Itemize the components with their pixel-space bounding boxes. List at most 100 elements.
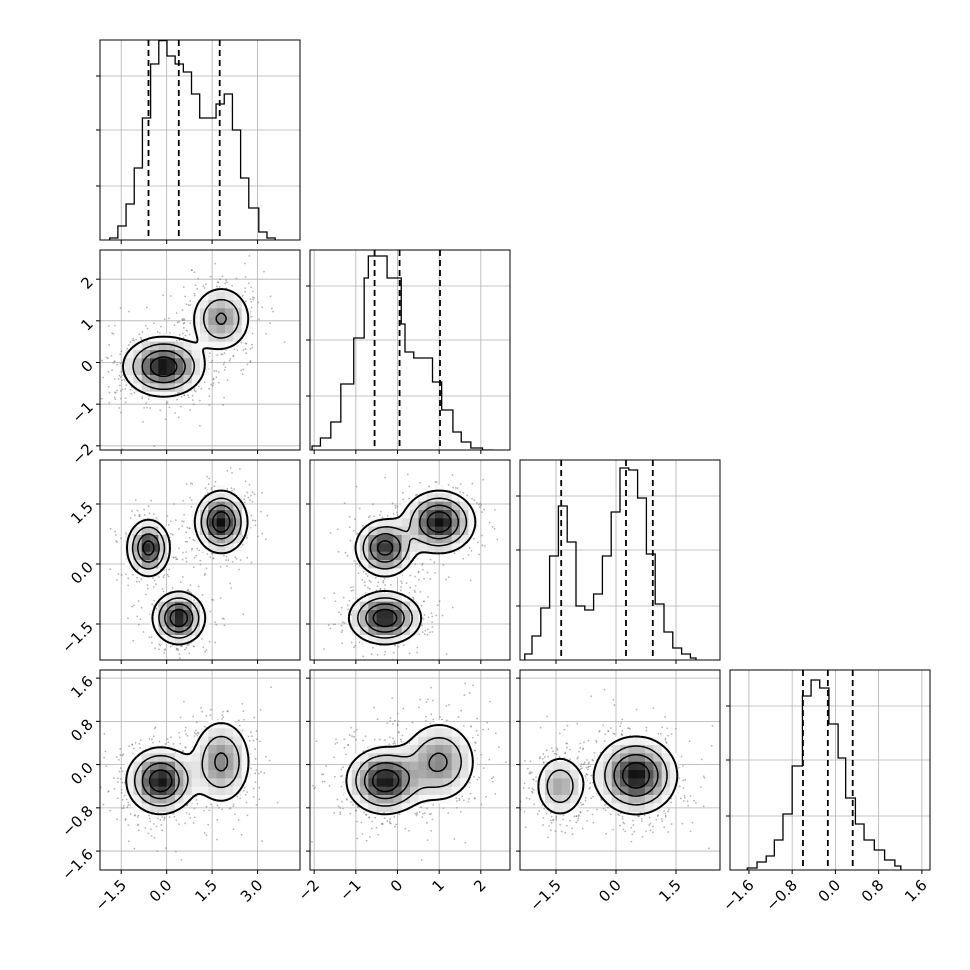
scatter-point xyxy=(468,798,470,800)
density-cell xyxy=(191,753,201,763)
scatter-point xyxy=(473,775,475,778)
scatter-point xyxy=(193,294,196,297)
scatter-point xyxy=(422,568,424,571)
scatter-point xyxy=(211,598,213,601)
scatter-point xyxy=(120,778,122,780)
scatter-point xyxy=(137,623,140,626)
scatter-point xyxy=(156,817,159,820)
scatter-point xyxy=(229,582,232,585)
density-cell xyxy=(385,610,394,619)
scatter-point xyxy=(193,271,196,274)
scatter-point xyxy=(228,807,231,810)
scatter-point xyxy=(400,580,402,583)
density-cell xyxy=(158,543,168,553)
scatter-point xyxy=(377,581,380,584)
scatter-point xyxy=(250,300,253,303)
density-cell xyxy=(191,308,201,318)
density-cell xyxy=(158,770,168,779)
density-cell xyxy=(133,795,143,804)
scatter-point xyxy=(365,813,367,816)
scatter-point xyxy=(89,350,91,352)
density-cell xyxy=(385,568,394,578)
density-cell xyxy=(216,753,226,763)
scatter-point xyxy=(206,475,208,478)
density-cell xyxy=(216,526,226,536)
scatter-point xyxy=(212,382,215,385)
density-cell xyxy=(175,761,184,771)
scatter-point xyxy=(494,793,497,795)
density-cell xyxy=(216,795,226,804)
density-cell xyxy=(200,543,209,553)
density-cell xyxy=(401,593,411,603)
scatter-point xyxy=(209,610,212,613)
scatter-point xyxy=(221,275,224,278)
density-cell xyxy=(191,610,201,619)
scatter-point xyxy=(384,650,387,653)
scatter-point xyxy=(408,485,411,488)
scatter-point xyxy=(191,395,194,397)
scatter-point xyxy=(185,483,188,485)
scatter-point xyxy=(133,847,136,850)
density-cell xyxy=(376,610,386,619)
scatter-point xyxy=(200,637,203,640)
scatter-point xyxy=(208,809,211,812)
scatter-panel-3-1 xyxy=(305,670,510,870)
scatter-point xyxy=(426,628,429,631)
scatter-point xyxy=(328,784,331,787)
scatter-point xyxy=(224,366,227,369)
scatter-point xyxy=(207,823,210,826)
density-cell xyxy=(183,618,193,628)
scatter-point xyxy=(153,579,156,582)
density-cell xyxy=(200,325,209,334)
density-cell xyxy=(150,375,159,384)
scatter-point xyxy=(426,634,429,636)
density-cell xyxy=(225,341,234,351)
scatter-point xyxy=(240,341,243,344)
scatter-point xyxy=(250,494,252,497)
density-cell xyxy=(225,543,234,553)
density-cell xyxy=(191,316,201,326)
scatter-point xyxy=(423,633,426,636)
scatter-point xyxy=(119,307,122,309)
scatter-point xyxy=(193,556,196,559)
scatter-point xyxy=(406,473,409,476)
scatter-point xyxy=(353,735,355,738)
scatter-point xyxy=(322,773,325,776)
scatter-point xyxy=(143,406,146,409)
scatter-point xyxy=(434,572,436,574)
scatter-point xyxy=(210,486,213,489)
scatter-point xyxy=(191,547,193,550)
scatter-point xyxy=(185,733,187,736)
scatter-point xyxy=(209,708,212,711)
scatter-point xyxy=(468,692,471,694)
scatter-point xyxy=(185,551,188,553)
scatter-point xyxy=(232,354,235,357)
scatter-point xyxy=(137,829,140,832)
scatter-point xyxy=(454,487,457,489)
density-cell xyxy=(368,601,378,611)
scatter-point xyxy=(253,493,256,496)
scatter-point xyxy=(343,502,346,505)
scatter-point xyxy=(137,814,140,817)
scatter-point xyxy=(155,608,158,610)
scatter-point xyxy=(121,379,124,382)
scatter-point xyxy=(252,519,254,522)
scatter-point xyxy=(383,577,386,580)
scatter-point xyxy=(162,576,165,579)
scatter-point xyxy=(492,776,495,779)
scatter-point xyxy=(114,534,117,536)
scatter-point xyxy=(336,528,339,531)
scatter-point xyxy=(225,559,228,561)
density-cell xyxy=(410,626,419,636)
scatter-point xyxy=(478,553,480,556)
density-cell xyxy=(225,736,234,746)
scatter-point xyxy=(305,780,307,782)
scatter-point xyxy=(170,520,172,523)
scatter-point xyxy=(226,281,228,284)
density-cell xyxy=(368,543,378,553)
scatter-point xyxy=(179,581,182,584)
scatter-point xyxy=(355,729,358,731)
contour-level-3 xyxy=(372,511,452,628)
density-cell xyxy=(166,383,176,393)
scatter-point xyxy=(213,370,216,372)
